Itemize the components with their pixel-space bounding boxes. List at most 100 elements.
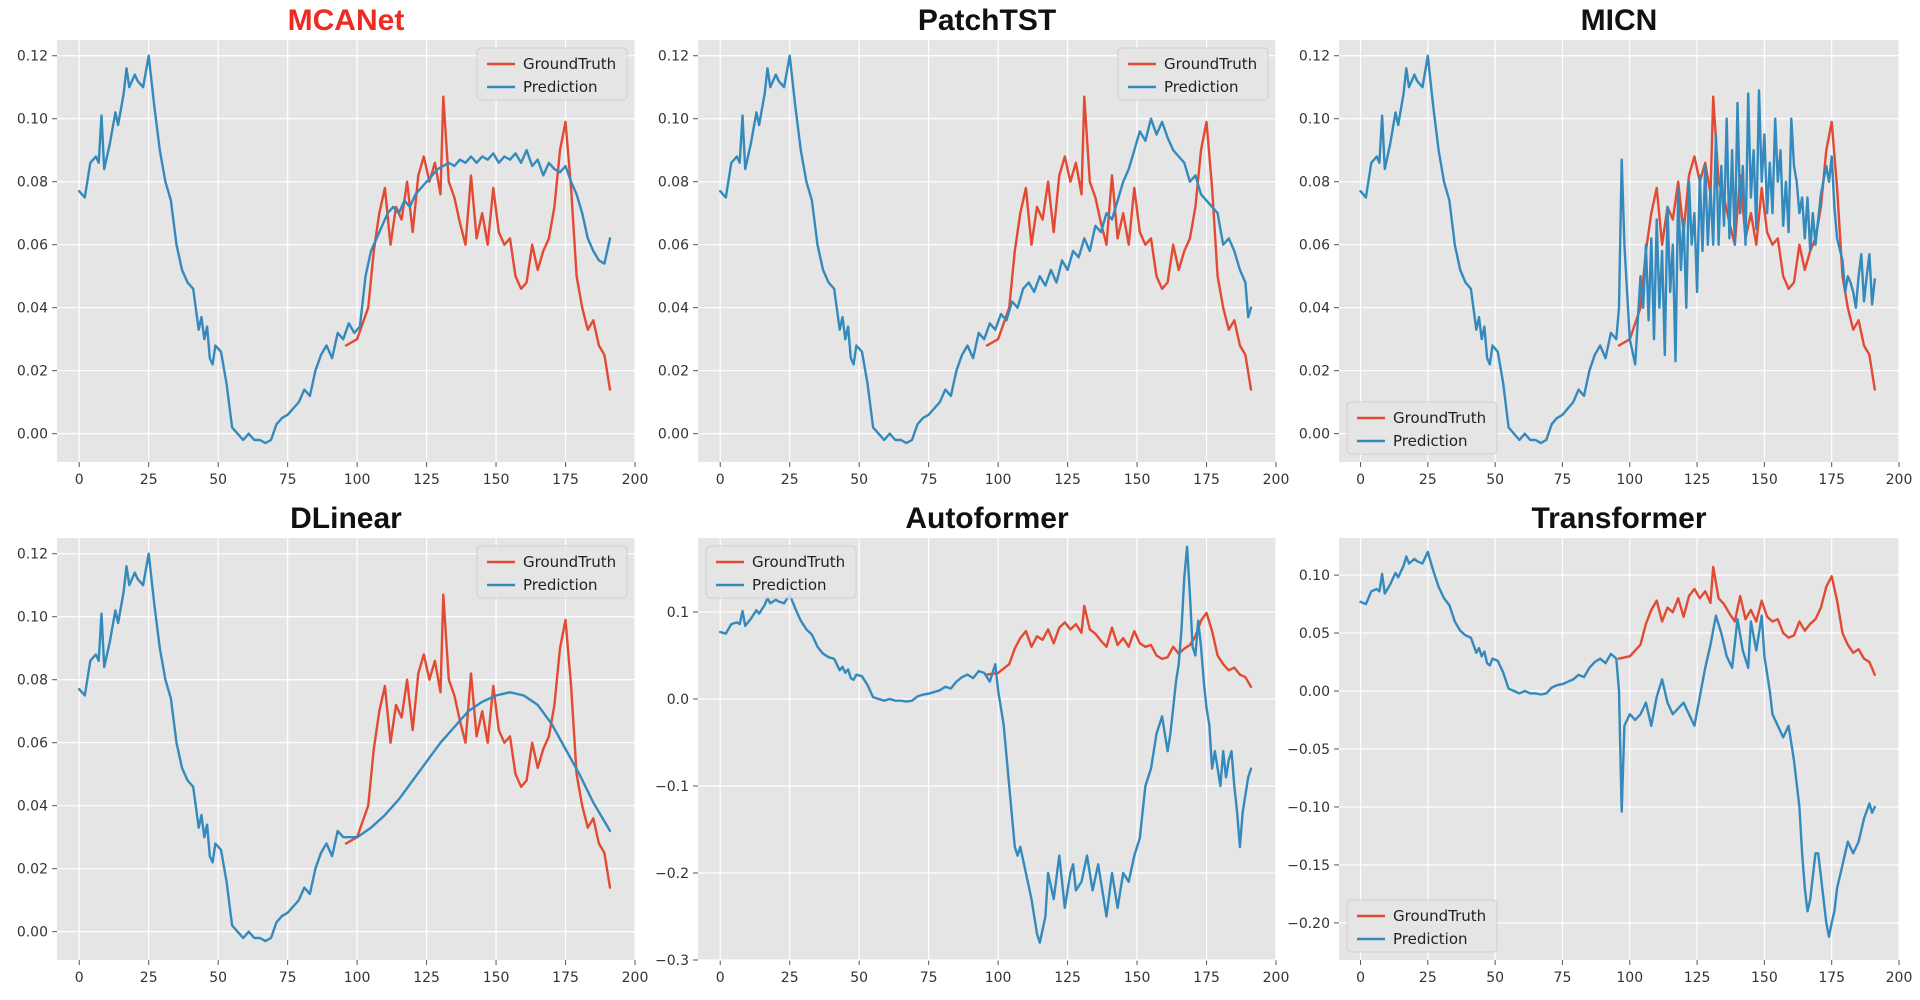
x-tick-label: 200 [622,472,649,488]
x-tick-label: 175 [1193,970,1220,986]
y-tick-label: 0.0 [667,692,689,708]
series-line-prediction [719,545,1253,944]
series-line-prediction [719,54,1253,445]
y-tick-label: −0.15 [1287,858,1330,874]
x-tick-label: 25 [781,472,799,488]
y-tick-label: 0.00 [658,427,689,443]
chart-panel-4: 0 25 50 75 100 125 150 175 200 −0.3 −0.2 −0.1 0.0 0.1… [655,502,1289,986]
y-tick-label: 0.08 [17,175,48,191]
x-tick-label: 150 [1751,472,1778,488]
x-tick-label: 150 [483,472,510,488]
y-tick-label: 0.1 [667,605,689,621]
legend-label: GroundTruth [1393,907,1486,925]
y-tick-label: −0.2 [655,866,689,882]
legend-label: GroundTruth [752,553,845,571]
y-tick-label: 0.10 [17,112,48,128]
y-tick-label: 0.02 [658,364,689,380]
x-tick-label: 25 [1419,970,1437,986]
series-line-groundtruth [1617,565,1876,676]
y-tick-label: 0.10 [1299,112,1330,128]
y-tick-label: −0.05 [1287,742,1330,758]
plot-area [57,40,635,462]
legend: GroundTruth Prediction [476,47,628,101]
series-line-prediction [78,54,612,445]
x-tick-label: 75 [279,472,297,488]
y-tick-label: 0.02 [17,862,48,878]
series-line-prediction [1359,550,1876,938]
y-tick-label: 0.04 [1299,301,1330,317]
x-tick-label: 75 [1554,472,1572,488]
x-tick-label: 150 [1124,472,1151,488]
chart-title: Transformer [1531,502,1706,535]
x-tick-label: 75 [1554,970,1572,986]
x-tick-label: 100 [985,970,1012,986]
x-tick-label: 175 [552,970,579,986]
x-tick-label: 0 [75,472,84,488]
legend: GroundTruth Prediction [705,545,857,599]
x-tick-label: 125 [1054,970,1081,986]
plot-area [698,40,1276,462]
x-tick-label: 200 [1886,970,1913,986]
legend-label: Prediction [1393,432,1468,450]
legend: GroundTruth Prediction [1117,47,1269,101]
x-tick-label: 50 [1486,472,1504,488]
x-tick-label: 175 [1818,472,1845,488]
legend: GroundTruth Prediction [1346,401,1498,455]
y-tick-label: 0.12 [658,49,689,65]
chart-panel-3: 0 25 50 75 100 125 150 175 200 0.00 0.02 0.04 0.06 0.… [17,502,649,986]
x-tick-label: 125 [1054,472,1081,488]
y-tick-label: 0.04 [658,301,689,317]
x-tick-label: 125 [413,472,440,488]
plot-area [57,538,635,960]
legend-label: GroundTruth [1393,409,1486,427]
x-tick-label: 100 [344,472,371,488]
y-tick-label: 0.08 [658,175,689,191]
series-line-prediction [78,552,612,943]
chart-panel-2: 0 25 50 75 100 125 150 175 200 0.00 0.02 0.04 0.06 0.… [1299,4,1913,488]
x-tick-label: 100 [1616,970,1643,986]
x-tick-label: 200 [622,970,649,986]
y-tick-label: 0.02 [17,364,48,380]
x-tick-label: 50 [850,970,868,986]
y-tick-label: −0.3 [655,953,689,969]
legend-label: Prediction [523,576,598,594]
chart-panel-1: 0 25 50 75 100 125 150 175 200 0.00 0.02 0.04 0.06 0.… [658,4,1290,488]
x-tick-label: 200 [1263,970,1290,986]
x-tick-label: 200 [1886,472,1913,488]
x-tick-label: 0 [75,970,84,986]
x-tick-label: 125 [413,970,440,986]
y-tick-label: −0.20 [1287,916,1330,932]
legend-label: Prediction [523,78,598,96]
x-tick-label: 25 [140,970,158,986]
x-tick-label: 175 [1193,472,1220,488]
x-tick-label: 75 [920,472,938,488]
x-tick-label: 200 [1263,472,1290,488]
y-tick-label: 0.06 [17,238,48,254]
x-tick-label: 0 [1356,472,1365,488]
x-tick-label: 50 [850,472,868,488]
chart-title: DLinear [290,502,402,535]
x-tick-label: 50 [1486,970,1504,986]
y-tick-label: 0.00 [17,427,48,443]
series-line-groundtruth [1617,95,1876,391]
chart-panel-0: 0 25 50 75 100 125 150 175 200 0.00 0.02 0.04 0.06 0.… [17,4,649,488]
series-line-groundtruth [985,95,1253,391]
chart-title: MCANet [288,4,405,37]
y-tick-label: 0.00 [17,925,48,941]
legend: GroundTruth Prediction [1346,899,1498,953]
y-tick-label: 0.06 [17,736,48,752]
x-tick-label: 100 [344,970,371,986]
x-tick-label: 0 [716,970,725,986]
x-tick-label: 50 [209,472,227,488]
y-tick-label: 0.06 [1299,238,1330,254]
legend-label: Prediction [752,576,827,594]
chart-panel-5: 0 25 50 75 100 125 150 175 200 −0.20 −0.15 −0.10 −0.… [1287,502,1912,986]
x-tick-label: 75 [279,970,297,986]
legend-label: Prediction [1164,78,1239,96]
x-tick-label: 150 [1751,970,1778,986]
series-line-prediction [1359,54,1876,445]
y-tick-label: 0.02 [1299,364,1330,380]
legend-label: GroundTruth [1164,55,1257,73]
y-tick-label: 0.10 [1299,568,1330,584]
